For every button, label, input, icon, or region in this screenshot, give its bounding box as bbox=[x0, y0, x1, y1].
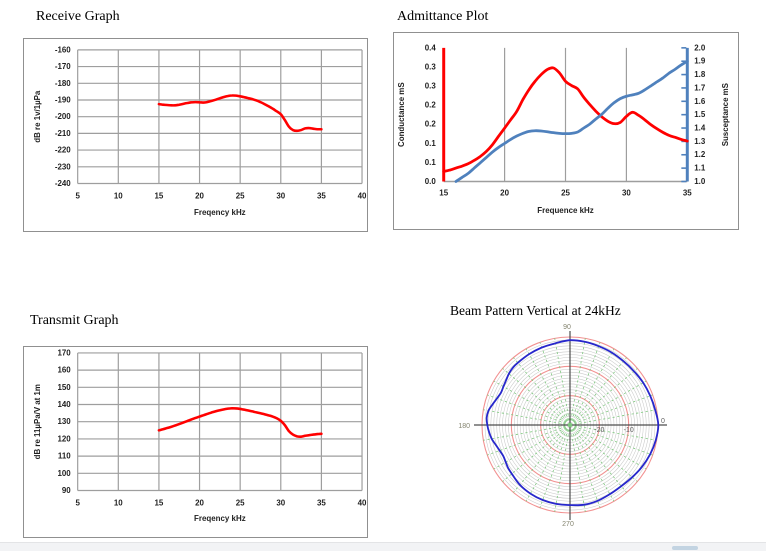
svg-text:180: 180 bbox=[458, 423, 470, 430]
svg-text:20: 20 bbox=[500, 188, 509, 197]
svg-text:35: 35 bbox=[317, 498, 326, 507]
svg-text:dB re 1v/1µPa: dB re 1v/1µPa bbox=[33, 90, 42, 143]
svg-text:Freqency kHz: Freqency kHz bbox=[194, 514, 246, 523]
svg-text:0.3: 0.3 bbox=[425, 62, 437, 71]
svg-text:15: 15 bbox=[155, 498, 164, 507]
svg-text:150: 150 bbox=[57, 383, 71, 392]
svg-text:-210: -210 bbox=[55, 129, 71, 138]
svg-text:Conductance mS: Conductance mS bbox=[397, 82, 406, 147]
svg-text:35: 35 bbox=[317, 191, 326, 200]
horizontal-scrollbar[interactable] bbox=[0, 542, 766, 551]
svg-text:1.1: 1.1 bbox=[694, 164, 706, 173]
svg-text:-170: -170 bbox=[55, 62, 71, 71]
svg-text:0.2: 0.2 bbox=[425, 120, 437, 129]
transmit-graph-chart: 5 10 15 20 25 30 35 40 170 160 150 140 130 120 110 100 9… bbox=[23, 346, 368, 538]
svg-text:120: 120 bbox=[57, 434, 71, 443]
svg-text:1.8: 1.8 bbox=[694, 70, 706, 79]
receive-graph-chart: 5 10 15 20 25 30 35 40 -160 -170 -180 -190 -200 -210 -… bbox=[23, 38, 368, 232]
receive-graph-title: Receive Graph bbox=[36, 9, 120, 24]
transmit-graph-title: Transmit Graph bbox=[30, 313, 119, 328]
svg-text:0.1: 0.1 bbox=[425, 158, 437, 167]
svg-text:0.4: 0.4 bbox=[425, 43, 437, 52]
svg-text:-20: -20 bbox=[594, 427, 604, 434]
svg-text:100: 100 bbox=[57, 469, 71, 478]
svg-text:15: 15 bbox=[439, 188, 448, 197]
svg-text:Frequence kHz: Frequence kHz bbox=[537, 206, 594, 215]
svg-text:dB re 11µPa/V at 1m: dB re 11µPa/V at 1m bbox=[33, 384, 42, 459]
svg-text:10: 10 bbox=[114, 191, 123, 200]
svg-text:0.1: 0.1 bbox=[425, 139, 437, 148]
beam-pattern-title: Beam Pattern Vertical at 24kHz bbox=[450, 303, 621, 318]
svg-text:25: 25 bbox=[236, 498, 245, 507]
svg-text:Freqency kHz: Freqency kHz bbox=[194, 208, 246, 217]
svg-text:30: 30 bbox=[276, 498, 285, 507]
svg-text:-10: -10 bbox=[624, 427, 634, 434]
receive-graph-canvas: 5 10 15 20 25 30 35 40 -160 -170 -180 -190 -200 -210 -… bbox=[33, 45, 367, 217]
svg-text:1.5: 1.5 bbox=[694, 110, 706, 119]
svg-text:-180: -180 bbox=[55, 79, 71, 88]
svg-text:90: 90 bbox=[563, 324, 571, 331]
svg-text:-190: -190 bbox=[55, 95, 71, 104]
svg-text:2.0: 2.0 bbox=[694, 43, 706, 52]
svg-text:90: 90 bbox=[62, 486, 71, 495]
svg-text:-160: -160 bbox=[55, 45, 71, 54]
svg-text:-220: -220 bbox=[55, 146, 71, 155]
svg-text:1.3: 1.3 bbox=[694, 137, 706, 146]
svg-text:Susceptance mS: Susceptance mS bbox=[721, 83, 730, 146]
svg-text:30: 30 bbox=[622, 188, 631, 197]
svg-text:0.3: 0.3 bbox=[425, 82, 437, 91]
horizontal-scrollbar-thumb[interactable] bbox=[672, 546, 698, 550]
svg-text:130: 130 bbox=[57, 417, 71, 426]
svg-text:1.9: 1.9 bbox=[694, 57, 706, 66]
admittance-plot-title: Admittance Plot bbox=[397, 9, 489, 24]
svg-text:1.6: 1.6 bbox=[694, 97, 706, 106]
svg-text:25: 25 bbox=[561, 188, 570, 197]
svg-text:1.7: 1.7 bbox=[694, 83, 706, 92]
svg-text:25: 25 bbox=[236, 191, 245, 200]
beam-pattern-canvas: 90 180 270 -20 -10 0 bbox=[458, 324, 667, 528]
svg-text:270: 270 bbox=[562, 521, 574, 528]
svg-text:-240: -240 bbox=[55, 179, 71, 188]
svg-text:15: 15 bbox=[155, 191, 164, 200]
svg-text:170: 170 bbox=[57, 348, 71, 357]
svg-text:30: 30 bbox=[276, 191, 285, 200]
admittance-plot-chart: 0.4 0.3 0.3 0.2 0.2 0.1 0.1 0.0 2.0 1.9 1.8 1.7 1.6 1… bbox=[393, 32, 739, 230]
svg-text:40: 40 bbox=[358, 191, 367, 200]
svg-text:20: 20 bbox=[195, 191, 204, 200]
svg-text:0.0: 0.0 bbox=[425, 177, 437, 186]
svg-text:0: 0 bbox=[661, 418, 665, 425]
svg-text:5: 5 bbox=[75, 191, 80, 200]
svg-text:10: 10 bbox=[114, 498, 123, 507]
beam-pattern-chart: 90 180 270 -20 -10 0 bbox=[440, 298, 740, 544]
svg-text:0.2: 0.2 bbox=[425, 101, 437, 110]
svg-text:1.0: 1.0 bbox=[694, 177, 706, 186]
svg-text:1.2: 1.2 bbox=[694, 150, 706, 159]
svg-text:40: 40 bbox=[358, 498, 367, 507]
svg-text:1.4: 1.4 bbox=[694, 124, 706, 133]
svg-text:35: 35 bbox=[683, 188, 692, 197]
svg-text:110: 110 bbox=[58, 452, 71, 461]
svg-text:5: 5 bbox=[75, 498, 80, 507]
svg-text:-200: -200 bbox=[55, 112, 71, 121]
transmit-graph-canvas: 5 10 15 20 25 30 35 40 170 160 150 140 130 120 110 100 9… bbox=[33, 348, 367, 523]
svg-text:160: 160 bbox=[57, 366, 71, 375]
svg-text:140: 140 bbox=[57, 400, 71, 409]
svg-text:20: 20 bbox=[195, 498, 204, 507]
admittance-plot-canvas: 0.4 0.3 0.3 0.2 0.2 0.1 0.1 0.0 2.0 1.9 1.8 1.7 1.6 1… bbox=[397, 43, 730, 215]
svg-text:-230: -230 bbox=[55, 162, 71, 171]
